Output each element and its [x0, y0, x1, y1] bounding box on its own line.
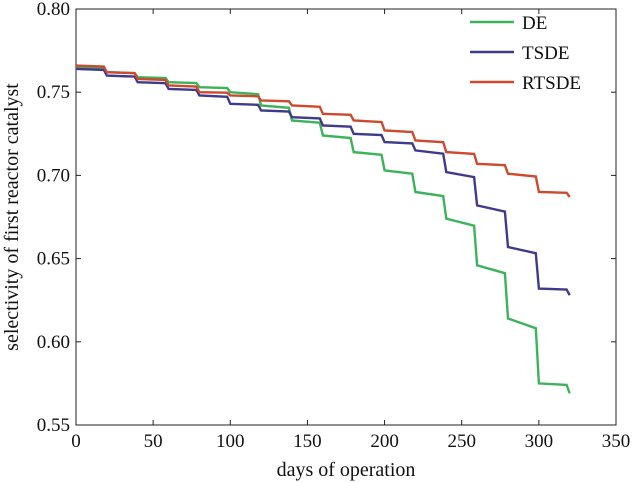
x-tick-label: 350	[602, 431, 631, 452]
axis-ticks	[75, 8, 617, 426]
series-line-rtsde	[75, 64, 571, 198]
series-group	[75, 64, 571, 394]
plot-frame	[75, 8, 617, 426]
x-tick-label: 50	[144, 431, 163, 452]
x-tick-label: 200	[370, 431, 399, 452]
y-tick-label: 0.65	[37, 249, 70, 270]
tick-labels: 0 50 100 150 200 250 300 350 0.55 0.60 0.65 0.70 0.7…	[37, 0, 631, 452]
x-tick-label: 0	[71, 431, 81, 452]
y-axis-label: selectivity of first reactor catalyst	[1, 83, 23, 351]
legend: DE TSDE RTSDE	[470, 13, 581, 94]
series-line-tsde	[75, 67, 571, 296]
y-tick-label: 0.60	[37, 332, 70, 353]
x-tick-label: 150	[293, 431, 322, 452]
y-tick-label: 0.75	[37, 82, 70, 103]
y-tick-label: 0.80	[37, 0, 70, 20]
x-axis-label: days of operation	[277, 459, 416, 481]
y-tick-label: 0.55	[37, 415, 70, 436]
x-tick-label: 300	[525, 431, 554, 452]
x-tick-label: 250	[447, 431, 476, 452]
y-tick-label: 0.70	[37, 165, 70, 186]
legend-label-tsde: TSDE	[522, 43, 570, 64]
x-tick-label: 100	[216, 431, 245, 452]
legend-label-rtsde: RTSDE	[522, 73, 581, 94]
legend-label-de: DE	[522, 13, 547, 34]
series-line-de	[75, 66, 571, 394]
